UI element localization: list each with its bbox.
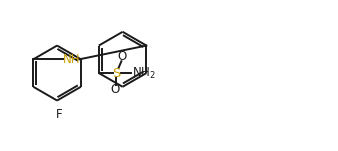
Text: NH: NH xyxy=(63,53,80,66)
Text: S: S xyxy=(112,67,121,80)
Text: NH$_2$: NH$_2$ xyxy=(132,66,156,81)
Text: F: F xyxy=(56,108,63,121)
Text: O: O xyxy=(118,50,127,63)
Text: O: O xyxy=(110,83,119,96)
